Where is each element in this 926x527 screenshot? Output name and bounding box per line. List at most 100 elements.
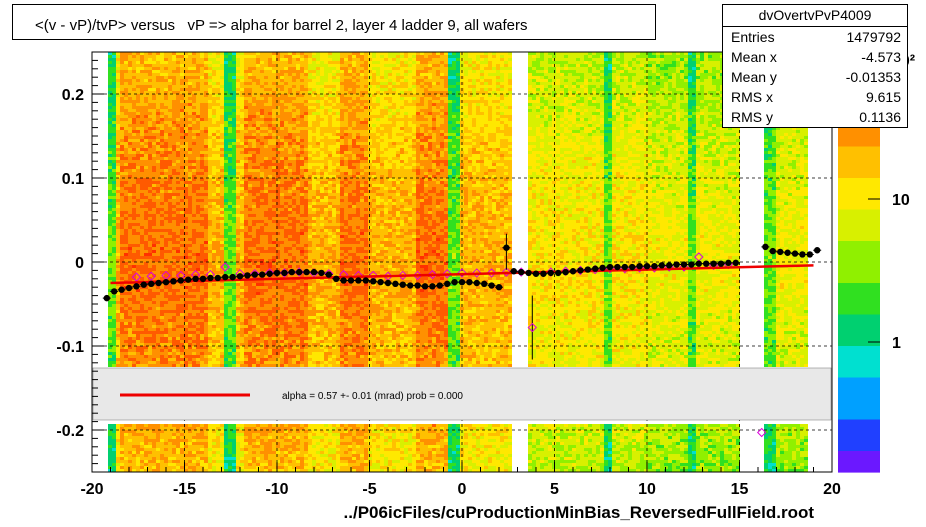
profile-marker	[111, 288, 118, 295]
profile-marker	[229, 273, 236, 281]
stat-key: Mean x	[731, 49, 777, 65]
profile-marker	[310, 268, 318, 276]
stat-value: -4.573	[861, 49, 901, 65]
profile-marker	[643, 263, 651, 270]
profile-marker	[540, 270, 547, 277]
profile-marker	[510, 268, 517, 275]
profile-marker	[777, 248, 784, 256]
profile-marker	[695, 260, 702, 267]
profile-markers	[102, 233, 822, 438]
x-tick-label: -15	[173, 481, 196, 498]
x-tick-label: 0	[458, 481, 467, 498]
colorbar-tick-label: 10	[892, 192, 910, 209]
stats-box: dvOvertvPvP4009 Entries 1479792 Mean x -…	[722, 4, 908, 128]
profile-marker	[614, 263, 621, 271]
profile-marker	[518, 268, 525, 276]
profile-marker	[658, 262, 665, 269]
profile-marker	[481, 280, 488, 288]
profile-marker	[666, 262, 673, 269]
stat-key: Mean y	[731, 69, 777, 85]
open-marker	[527, 322, 538, 333]
profile-marker	[444, 280, 451, 288]
profile-marker	[703, 260, 710, 267]
profile-marker	[199, 275, 207, 282]
profile-marker	[222, 273, 229, 281]
profile-marker	[562, 268, 569, 276]
profile-marker	[414, 282, 421, 289]
profile-marker	[436, 282, 443, 289]
profile-marker	[791, 250, 799, 257]
stat-row-entries: Entries 1479792	[731, 29, 901, 49]
profile-marker	[606, 263, 614, 271]
y-tick-label: 0	[75, 255, 84, 272]
x-axis-label: ../P06icFiles/cuProductionMinBias_Revers…	[344, 503, 814, 523]
profile-marker	[525, 269, 532, 277]
profile-marker	[466, 278, 473, 286]
profile-marker	[148, 280, 155, 288]
chart-title: <(v - vP)/tvP> versus vP => alpha for ba…	[35, 17, 527, 34]
stat-key: RMS x	[731, 89, 773, 105]
axes: -20 -15 -10 -5 0 5 10 15 20 -0.2 -0.1 0 0.1 0.2	[56, 51, 841, 498]
profile-marker	[133, 283, 140, 290]
profile-marker	[185, 276, 192, 283]
profile-marker	[599, 264, 606, 272]
profile-marker	[407, 282, 414, 289]
x-tick-label: 20	[823, 481, 841, 498]
profile-marker	[488, 282, 495, 289]
profile-marker	[629, 263, 636, 271]
profile-marker	[103, 294, 111, 302]
profile-marker	[214, 274, 221, 282]
open-marker	[486, 268, 497, 278]
profile-marker	[458, 278, 466, 286]
profile-marker	[725, 259, 732, 267]
profile-marker	[325, 271, 332, 278]
profile-marker	[347, 277, 355, 284]
x-tick-label: 5	[550, 481, 559, 498]
profile-marker	[680, 261, 688, 268]
profile-marker	[377, 278, 384, 286]
profile-marker	[421, 283, 429, 290]
open-marker	[442, 269, 452, 279]
profile-marker	[495, 284, 503, 291]
stat-key: Entries	[731, 29, 775, 45]
profile-marker	[569, 268, 577, 275]
stat-row-rms-x: RMS x 9.615	[731, 89, 901, 109]
profile-marker	[355, 277, 362, 284]
profile-marker	[688, 261, 695, 268]
profile-marker	[303, 268, 310, 276]
open-marker	[398, 270, 408, 281]
profile-marker	[170, 278, 177, 285]
y-tick-label: 0.1	[62, 171, 84, 188]
profile-marker	[503, 244, 510, 251]
profile-marker	[140, 281, 147, 288]
x-tick-label: 15	[731, 481, 749, 498]
profile-marker	[473, 279, 480, 287]
stat-value: 9.615	[866, 89, 901, 105]
profile-marker	[799, 251, 806, 258]
profile-marker	[118, 286, 125, 293]
profile-marker	[266, 270, 273, 277]
stat-value: 1479792	[846, 29, 901, 45]
open-marker	[427, 269, 438, 280]
open-marker	[472, 268, 482, 278]
colorbar-tick-label: 1	[892, 335, 901, 352]
fit-legend-band: alpha = 0.57 +- 0.01 (mrad) prob = 0.000	[92, 367, 832, 421]
profile-marker	[577, 267, 584, 274]
open-marker	[756, 427, 767, 438]
profile-marker	[806, 251, 813, 258]
stat-row-mean-y: Mean y -0.01353	[731, 69, 901, 89]
profile-marker	[296, 268, 303, 276]
profile-marker	[259, 271, 266, 278]
x-tick-label: 10	[638, 481, 656, 498]
profile-marker	[584, 266, 591, 273]
profile-marker	[636, 263, 643, 270]
title-box: <(v - vP)/tvP> versus vP => alpha for ba…	[12, 4, 656, 40]
open-marker	[501, 267, 512, 277]
profile-marker	[732, 259, 739, 267]
profile-marker	[399, 281, 406, 288]
profile-marker	[392, 280, 399, 288]
profile-marker	[236, 273, 244, 280]
profile-marker	[318, 269, 325, 277]
x-tick-label: -20	[80, 481, 103, 498]
profile-marker	[192, 275, 199, 282]
